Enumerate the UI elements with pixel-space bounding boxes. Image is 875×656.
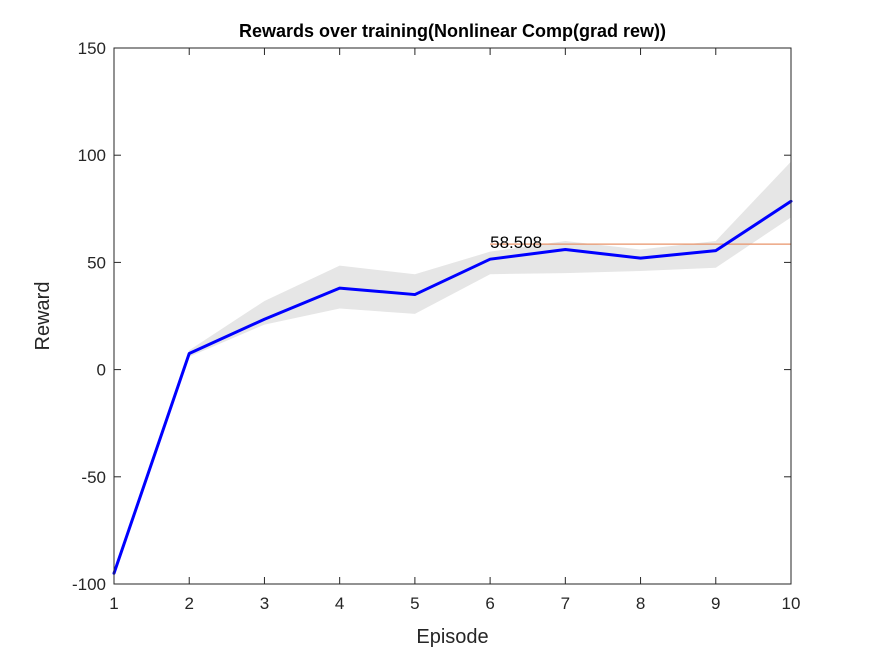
- y-tick-label-100: 100: [78, 146, 106, 165]
- plot-area: [114, 48, 791, 584]
- series-line-1: [112, 199, 793, 575]
- y-tick-label-50: 50: [87, 253, 106, 272]
- x-tick-label-5: 5: [410, 594, 419, 613]
- y-tick-label-150: 150: [78, 39, 106, 58]
- y-tick-label-0: 0: [97, 361, 106, 380]
- y-tick-label--100: -100: [72, 575, 106, 594]
- confidence-band: [114, 161, 791, 576]
- confidence-band-layer: [114, 161, 791, 576]
- x-tick-label-3: 3: [260, 594, 269, 613]
- x-tick-label-6: 6: [485, 594, 494, 613]
- y-axis-label: Reward: [32, 282, 54, 351]
- x-tick-label-4: 4: [335, 594, 344, 613]
- chart-title: Rewards over training(Nonlinear Comp(gra…: [239, 21, 666, 41]
- x-axis-label: Episode: [416, 626, 488, 648]
- ticks-layer: 1 2 3 4 5 6 7 8 9 10 -100 -50 0 50 100 150: [72, 39, 800, 613]
- x-tick-label-1: 1: [109, 594, 118, 613]
- y-tick-label--50: -50: [81, 468, 106, 487]
- x-tick-label-8: 8: [636, 594, 645, 613]
- axes-box: [113, 47, 792, 585]
- x-tick-label-10: 10: [782, 594, 801, 613]
- x-tick-label-2: 2: [184, 594, 193, 613]
- x-tick-label-9: 9: [711, 594, 720, 613]
- axes-layer: [113, 47, 792, 585]
- reference-value-label: 58.508: [490, 233, 542, 252]
- x-tick-label-7: 7: [561, 594, 570, 613]
